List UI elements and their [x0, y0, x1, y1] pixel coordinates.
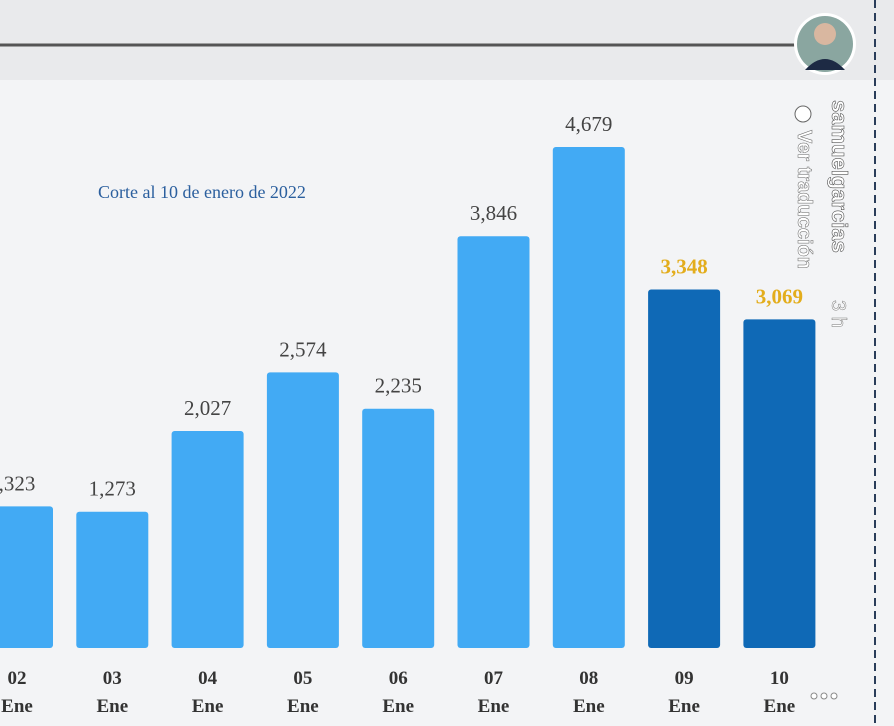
- time: 3 h: [827, 300, 849, 328]
- value-label: 2,574: [279, 337, 327, 361]
- x-tick-sublabel: Ene: [287, 696, 319, 717]
- bar: [743, 319, 816, 648]
- bar: [362, 408, 435, 648]
- x-tick-label: 06: [389, 668, 408, 689]
- x-tick-sublabel: Ene: [668, 696, 700, 717]
- value-label: 3,069: [756, 284, 803, 308]
- x-tick-label: 03: [103, 668, 122, 689]
- value-label: 3,348: [660, 255, 707, 279]
- translate-link[interactable]: Ver traducción: [793, 130, 816, 269]
- bar: [171, 430, 244, 648]
- value-label: 3,846: [470, 201, 517, 225]
- value-label: 4,679: [565, 112, 612, 136]
- x-tick-sublabel: Ene: [1, 696, 33, 717]
- bar: [552, 147, 625, 648]
- subtitle: Corte al 10 de enero de 2022: [98, 182, 306, 202]
- x-tick-label: 09: [675, 668, 694, 689]
- top-band: [0, 0, 894, 80]
- value-label: ,323: [0, 471, 35, 495]
- value-label: 1,273: [89, 477, 136, 501]
- x-tick-label: 02: [8, 668, 27, 689]
- more-dots[interactable]: [810, 692, 838, 700]
- avatar-face: [814, 23, 836, 45]
- bar: [457, 236, 530, 648]
- x-tick-label: 05: [293, 668, 312, 689]
- avatar-suit: [805, 59, 845, 70]
- x-tick-sublabel: Ene: [478, 696, 510, 717]
- x-tick-label: 04: [198, 668, 218, 689]
- bar: [266, 372, 339, 648]
- x-tick-sublabel: Ene: [192, 696, 224, 717]
- x-tick-label: 07: [484, 668, 504, 689]
- value-label: 2,027: [184, 396, 231, 420]
- x-tick-sublabel: Ene: [573, 696, 605, 717]
- x-tick-label: 10: [770, 668, 789, 689]
- x-tick-sublabel: Ene: [96, 696, 128, 717]
- translate-icon: [794, 105, 812, 123]
- username: samuelgarcias: [827, 100, 852, 253]
- bar: [648, 289, 721, 648]
- bar: [0, 506, 53, 648]
- x-tick-sublabel: Ene: [382, 696, 414, 717]
- x-tick-sublabel: Ene: [764, 696, 796, 717]
- bar: [76, 511, 149, 648]
- value-label: 2,235: [375, 374, 422, 398]
- x-tick-label: 08: [579, 668, 598, 689]
